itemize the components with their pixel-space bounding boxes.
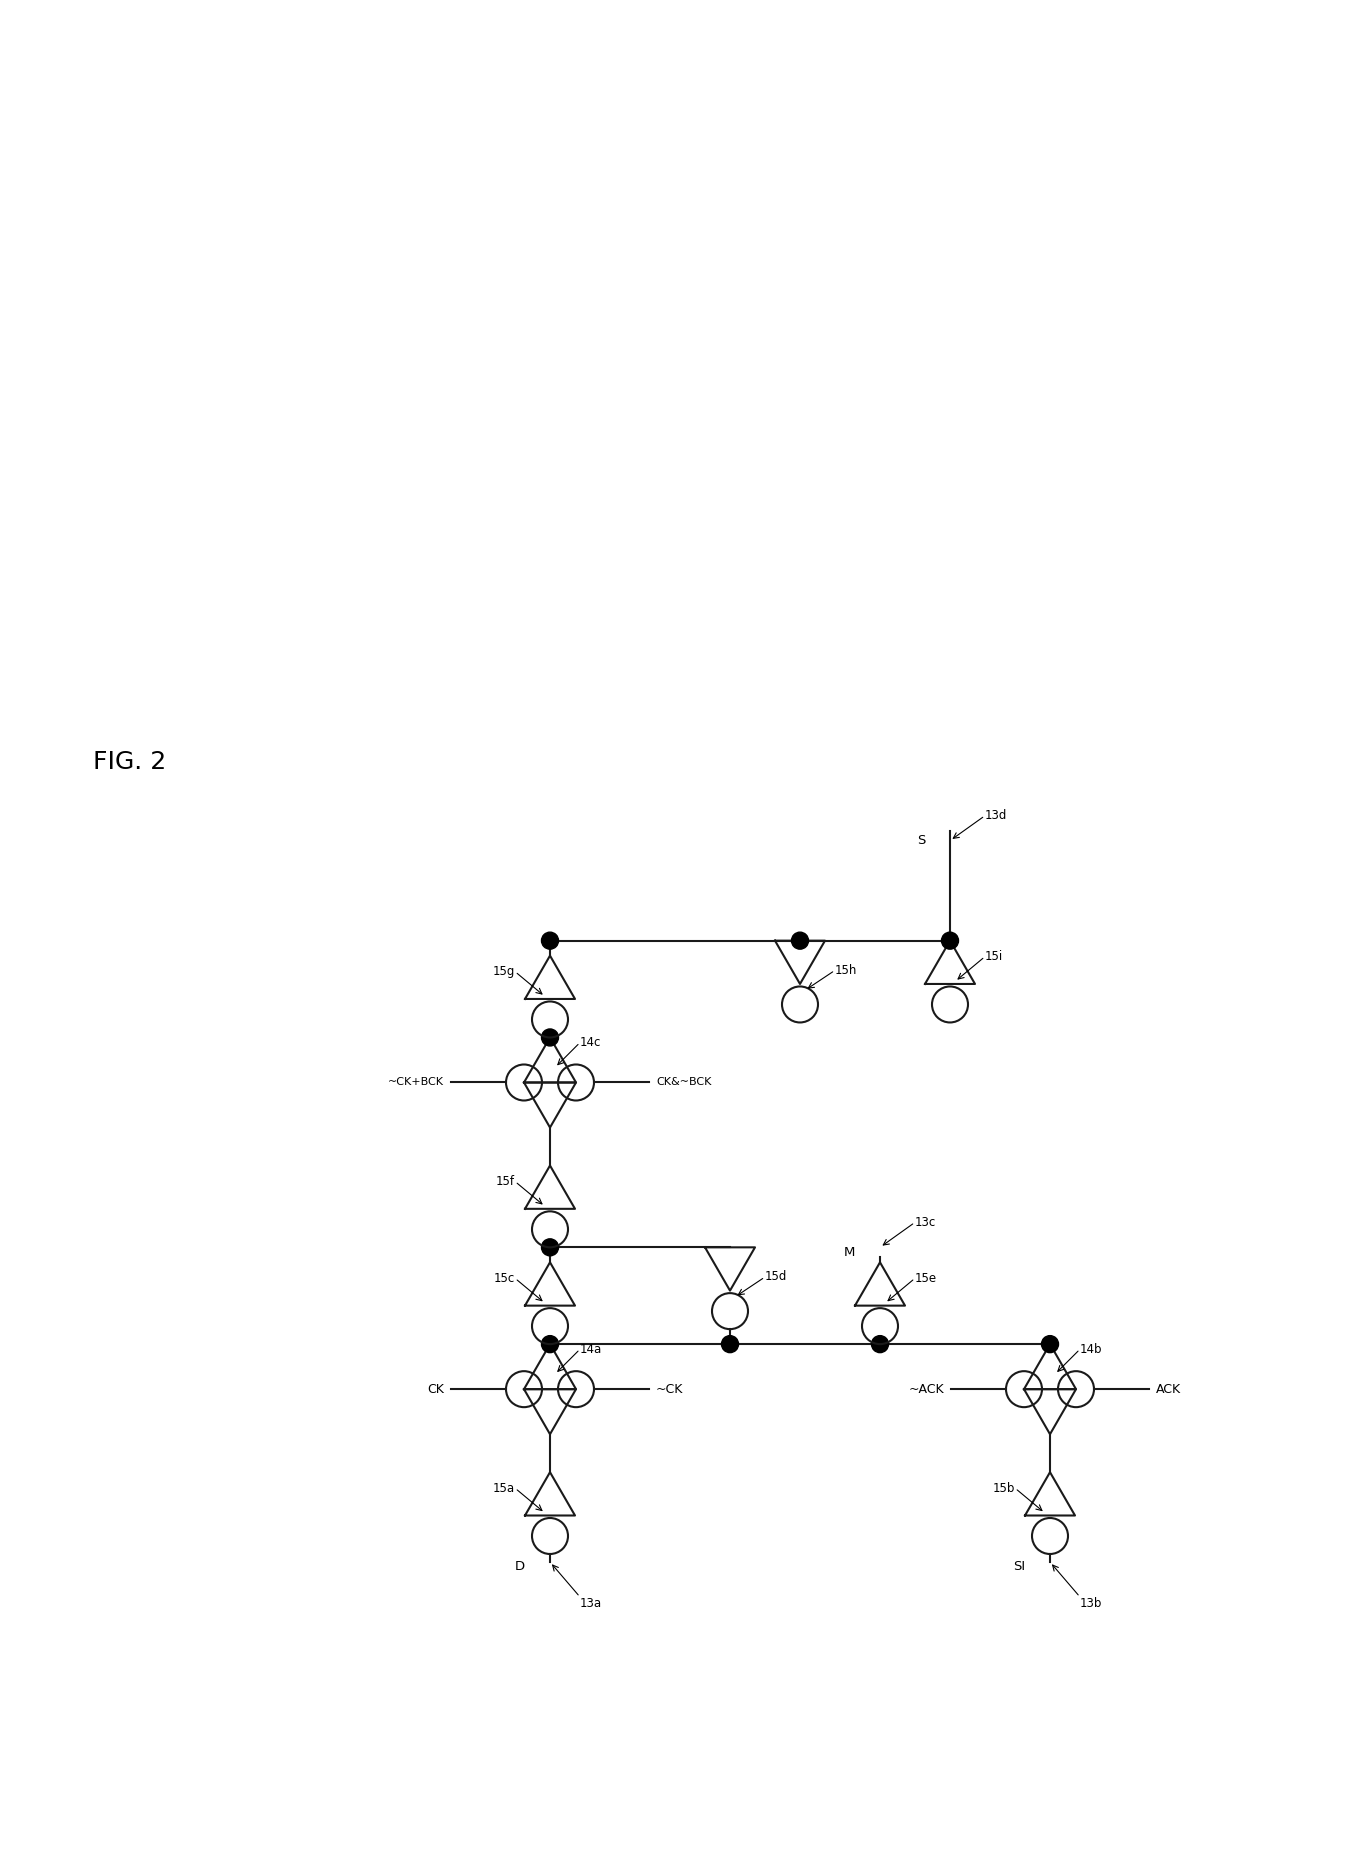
Text: SI: SI bbox=[1013, 1560, 1025, 1573]
Circle shape bbox=[542, 1030, 559, 1046]
Text: CK&~BCK: CK&~BCK bbox=[656, 1078, 712, 1087]
Text: 13c: 13c bbox=[914, 1216, 936, 1229]
Text: 15g: 15g bbox=[493, 965, 515, 978]
Text: S: S bbox=[917, 834, 925, 847]
Text: 14c: 14c bbox=[580, 1035, 601, 1048]
Circle shape bbox=[872, 1335, 888, 1352]
Text: 15f: 15f bbox=[496, 1175, 515, 1188]
Text: D: D bbox=[515, 1560, 524, 1573]
Text: 15i: 15i bbox=[986, 950, 1003, 963]
Text: 14b: 14b bbox=[1080, 1343, 1102, 1356]
Circle shape bbox=[791, 933, 809, 950]
Text: 15h: 15h bbox=[835, 965, 857, 978]
Text: ~CK+BCK: ~CK+BCK bbox=[387, 1078, 444, 1087]
Text: M: M bbox=[843, 1246, 856, 1259]
Text: 15a: 15a bbox=[493, 1482, 515, 1495]
Text: 15d: 15d bbox=[765, 1270, 787, 1283]
Text: ACK: ACK bbox=[1155, 1383, 1181, 1396]
Circle shape bbox=[1042, 1335, 1058, 1352]
Text: 13d: 13d bbox=[986, 810, 1008, 823]
Circle shape bbox=[721, 1335, 738, 1352]
Text: 15c: 15c bbox=[494, 1272, 515, 1285]
Text: FIG. 2: FIG. 2 bbox=[93, 750, 167, 775]
Text: 13b: 13b bbox=[1080, 1598, 1102, 1611]
Text: CK: CK bbox=[427, 1383, 444, 1396]
Text: 15e: 15e bbox=[914, 1272, 938, 1285]
Text: 15b: 15b bbox=[993, 1482, 1014, 1495]
Circle shape bbox=[542, 933, 559, 950]
Circle shape bbox=[942, 933, 958, 950]
Circle shape bbox=[542, 1335, 559, 1352]
Text: ~ACK: ~ACK bbox=[909, 1383, 945, 1396]
Text: 14a: 14a bbox=[580, 1343, 602, 1356]
Circle shape bbox=[542, 1238, 559, 1255]
Text: ~CK: ~CK bbox=[656, 1383, 683, 1396]
Text: 13a: 13a bbox=[580, 1598, 602, 1611]
